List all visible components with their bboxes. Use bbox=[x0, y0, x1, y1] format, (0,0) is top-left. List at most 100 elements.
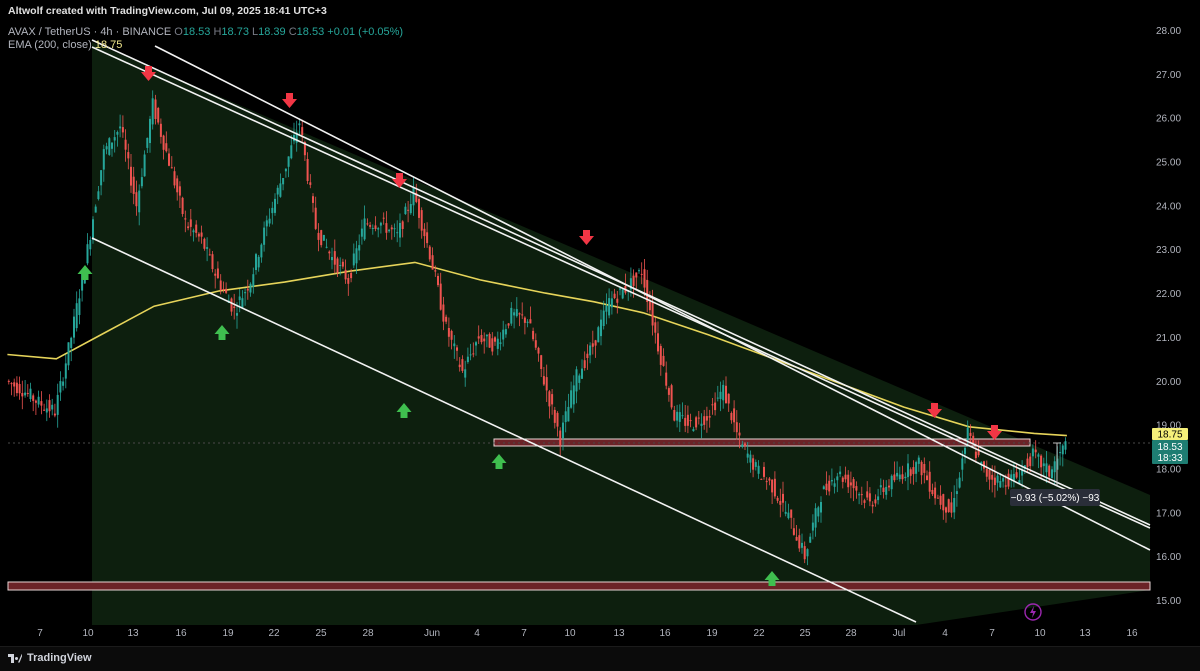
candle-body bbox=[390, 227, 393, 230]
arrow-down-icon bbox=[927, 403, 942, 418]
candle-body bbox=[399, 223, 401, 238]
candle-body bbox=[787, 512, 790, 519]
arrow-up-icon bbox=[764, 571, 780, 586]
candle-body bbox=[790, 509, 793, 518]
candle-body bbox=[130, 166, 132, 186]
candle-body bbox=[241, 298, 244, 308]
candle-body bbox=[556, 412, 559, 427]
time-tick: 19 bbox=[706, 628, 718, 639]
candle-body bbox=[700, 423, 703, 426]
candle-body bbox=[407, 209, 410, 211]
candle-body bbox=[1034, 449, 1037, 453]
candle-body bbox=[920, 461, 923, 476]
symbol-legend[interactable]: AVAX / TetherUS · 4h · BINANCE O18.53 H1… bbox=[8, 26, 404, 38]
tradingview-logo[interactable]: TradingView bbox=[8, 652, 92, 664]
candle-body bbox=[379, 222, 382, 226]
candle-body bbox=[423, 228, 426, 237]
candle-body bbox=[97, 191, 100, 200]
price-axis[interactable]: 28.00 27.00 26.00 25.00 24.00 23.00 22.00 21.00… bbox=[1156, 26, 1181, 607]
candle-body bbox=[252, 274, 255, 287]
candle-body bbox=[149, 118, 151, 143]
arrow-down-icon bbox=[987, 425, 1002, 440]
candle-body bbox=[966, 427, 969, 441]
candle-body bbox=[246, 288, 249, 291]
candle-body bbox=[782, 493, 784, 503]
candle-body bbox=[909, 469, 912, 476]
candle-body bbox=[537, 347, 540, 354]
lightning-icon[interactable] bbox=[1024, 603, 1042, 621]
candle-body bbox=[197, 233, 200, 237]
candle-body bbox=[1051, 469, 1053, 478]
time-axis[interactable]: 7 10 13 16 19 22 25 28 Jun 4 7 10 13 16 19 22 25 28 Jul 4 7 1… bbox=[37, 628, 1138, 639]
arrow-up-icon bbox=[77, 265, 93, 280]
candle-body bbox=[257, 256, 260, 268]
candle-body bbox=[822, 486, 825, 490]
candle-body bbox=[591, 343, 594, 347]
candle-body bbox=[553, 409, 556, 423]
candle-body bbox=[404, 206, 407, 215]
candle-body bbox=[860, 494, 863, 496]
candle-body bbox=[236, 313, 238, 316]
candle-body bbox=[771, 479, 774, 493]
time-tick: 28 bbox=[362, 628, 374, 639]
candle-body bbox=[1021, 469, 1024, 476]
candle-body bbox=[187, 226, 190, 229]
ema-value: 18.75 bbox=[94, 39, 123, 51]
candle-body bbox=[290, 145, 293, 159]
candle-body bbox=[143, 154, 146, 177]
ohlc-close: 18.53 bbox=[296, 26, 325, 38]
candle-body bbox=[980, 461, 983, 465]
candle-body bbox=[168, 153, 170, 166]
candle-body bbox=[499, 342, 502, 344]
candle-body bbox=[844, 474, 847, 480]
price-tick: 18.00 bbox=[1156, 464, 1181, 475]
candle-body bbox=[447, 328, 450, 337]
candle-body bbox=[735, 422, 738, 433]
ema-layer bbox=[7, 261, 1067, 437]
ema-label: EMA (200, close) bbox=[8, 39, 92, 51]
candle-body bbox=[572, 385, 575, 405]
candle-body bbox=[651, 302, 654, 326]
candle-body bbox=[135, 192, 138, 207]
candle-body bbox=[238, 296, 241, 301]
candle-body bbox=[820, 502, 822, 513]
candle-body bbox=[184, 218, 187, 220]
candle-body bbox=[382, 217, 385, 219]
candle-body bbox=[121, 127, 124, 133]
candle-body bbox=[912, 467, 915, 475]
candle-body bbox=[654, 322, 657, 333]
ema-legend[interactable]: EMA (200, close) 18.75 bbox=[8, 39, 122, 51]
candle-body bbox=[170, 167, 173, 169]
candle-body bbox=[211, 254, 214, 270]
candle-body bbox=[100, 170, 103, 186]
price-tick: 19.00 bbox=[1156, 421, 1181, 432]
candle-body bbox=[461, 359, 464, 371]
candle-body bbox=[581, 368, 583, 379]
ohlc-change: +0.01 (+0.05%) bbox=[327, 26, 404, 38]
candle-body bbox=[871, 504, 874, 507]
candle-body bbox=[276, 187, 279, 195]
candle-layer bbox=[7, 90, 1067, 566]
candle-body bbox=[934, 487, 937, 499]
arrow-up-icon bbox=[396, 403, 412, 418]
candle-body bbox=[570, 390, 573, 408]
candle-body bbox=[7, 380, 10, 382]
candle-body bbox=[833, 483, 836, 487]
candle-body bbox=[942, 494, 945, 511]
candle-body bbox=[659, 346, 662, 365]
candle-body bbox=[806, 549, 809, 557]
candle-body bbox=[936, 497, 939, 499]
candle-body bbox=[917, 457, 920, 464]
candle-body bbox=[686, 414, 689, 426]
time-tick: Jun bbox=[424, 628, 440, 639]
candle-body bbox=[225, 288, 228, 293]
candle-body bbox=[898, 474, 901, 480]
candle-body bbox=[811, 522, 814, 531]
candle-body bbox=[999, 481, 1002, 488]
channel-fill bbox=[92, 42, 1150, 625]
candle-body bbox=[333, 251, 336, 265]
candle-body bbox=[26, 393, 29, 394]
candle-body bbox=[53, 413, 56, 416]
candle-body bbox=[866, 491, 869, 498]
